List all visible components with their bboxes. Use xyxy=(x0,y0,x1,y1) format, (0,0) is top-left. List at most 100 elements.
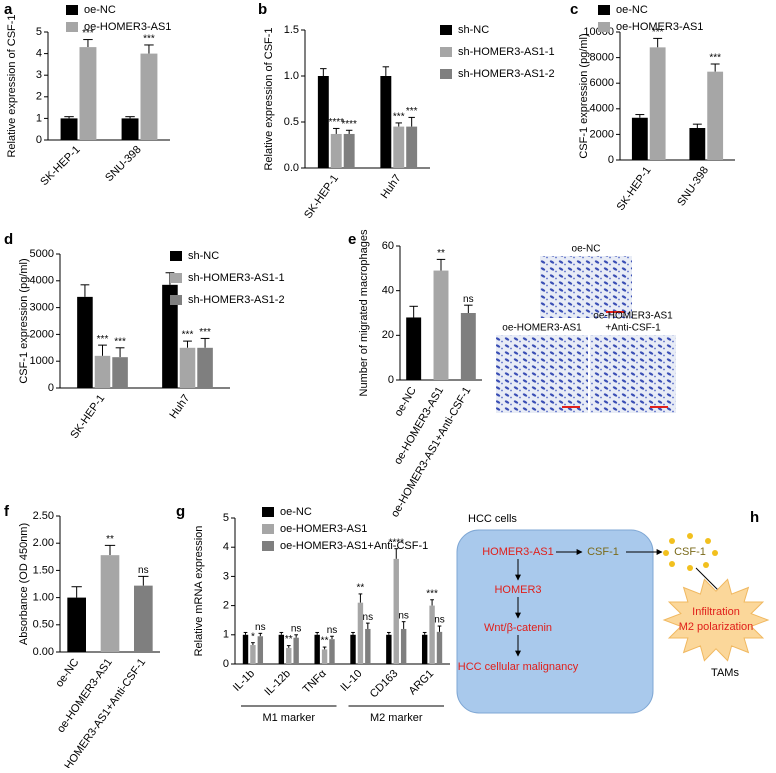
bar xyxy=(317,76,329,168)
significance: ** xyxy=(106,534,114,545)
x-tick-label: SNU-398 xyxy=(103,144,143,184)
significance: ns xyxy=(255,622,266,633)
bar xyxy=(330,133,342,168)
node: Wnt/β-catenin xyxy=(484,622,552,634)
legend-label: sh-HOMER3-AS1-2 xyxy=(188,294,285,306)
y-tick-label: 1.5 xyxy=(284,24,299,36)
y-tick-label: 2 xyxy=(36,91,42,103)
legend-swatch xyxy=(66,5,78,15)
legend-label: oe-HOMER3-AS1 xyxy=(280,523,367,535)
x-tick-label: oe-HOMER3-AS1 xyxy=(392,385,446,467)
x-tick-label: SNU-398 xyxy=(675,165,711,209)
bar xyxy=(393,558,399,664)
x-tick-label: ARG1 xyxy=(407,668,437,698)
bar xyxy=(649,47,666,160)
y-tick-label: 3 xyxy=(223,570,229,582)
y-tick-label: 3000 xyxy=(30,302,54,314)
significance: ns xyxy=(363,612,374,623)
y-tick-label: 20 xyxy=(382,329,394,341)
legend-label: oe-NC xyxy=(280,506,312,518)
image-label: +Anti-CSF-1 xyxy=(605,323,661,334)
y-tick-label: 1.0 xyxy=(284,70,299,82)
y-axis-label: Relative mRNA expression xyxy=(193,526,205,657)
y-tick-label: 0 xyxy=(48,382,54,394)
legend-label: sh-NC xyxy=(188,250,219,262)
legend-swatch xyxy=(440,25,452,35)
y-tick-label: 5000 xyxy=(30,248,54,260)
y-tick-label: 2.00 xyxy=(33,537,54,549)
y-tick-label: 2000 xyxy=(590,128,614,140)
significance: ns xyxy=(463,294,474,305)
bar xyxy=(242,634,249,664)
node: HOMER3-AS1 xyxy=(482,546,554,558)
significance: *** xyxy=(82,28,94,39)
legend-swatch xyxy=(440,69,452,79)
legend-label: oe-HOMER3-AS1 xyxy=(84,21,171,33)
node: CSF-1 xyxy=(674,546,706,558)
image-label: oe-NC xyxy=(572,244,601,255)
x-tick-label: TNFα xyxy=(301,667,330,696)
bar xyxy=(60,118,78,140)
csf1-dots xyxy=(663,533,718,571)
y-tick-label: 0.50 xyxy=(33,619,54,631)
y-tick-label: 4000 xyxy=(30,275,54,287)
x-tick-label: SK-HEP-1 xyxy=(68,393,107,441)
legend-label: oe-NC xyxy=(84,4,116,16)
group-label: M2 marker xyxy=(370,712,423,724)
bar xyxy=(386,634,392,664)
bar xyxy=(257,636,264,664)
significance: ** xyxy=(437,248,445,259)
bar xyxy=(393,126,405,168)
x-tick-label: IL-1b xyxy=(231,668,257,694)
bar xyxy=(433,270,449,380)
legend-swatch xyxy=(598,22,610,32)
legend-swatch xyxy=(66,22,78,32)
y-tick-label: 4 xyxy=(223,541,229,553)
image-label: oe-HOMER3-AS1 xyxy=(502,323,582,334)
star-label: TAMs xyxy=(711,667,739,679)
y-axis-label: Relative expression of CSF-1 xyxy=(263,27,275,170)
legend-label: sh-NC xyxy=(458,24,489,36)
y-axis-label: CSF-1 expression (pg/ml) xyxy=(578,33,590,158)
legend-swatch xyxy=(262,524,274,534)
legend-label: oe-NC xyxy=(616,4,648,16)
significance: ** xyxy=(285,634,293,645)
legend-swatch xyxy=(440,47,452,57)
bar xyxy=(421,634,428,664)
significance: ns xyxy=(398,610,409,621)
y-tick-label: 5 xyxy=(223,512,229,524)
y-tick-label: 4000 xyxy=(590,103,614,115)
bar xyxy=(380,76,392,168)
significance: ns xyxy=(327,625,338,636)
bar xyxy=(689,128,706,160)
legend-swatch xyxy=(262,507,274,517)
x-tick-label: SK-HEP-1 xyxy=(302,173,341,221)
panel-letter: c xyxy=(570,1,578,18)
y-tick-label: 0 xyxy=(388,374,394,386)
legend-label: oe-HOMER3-AS1+Anti-CSF-1 xyxy=(280,540,428,552)
x-tick-label: Huh7 xyxy=(379,173,404,201)
y-tick-label: 2000 xyxy=(30,328,54,340)
bar xyxy=(314,634,320,664)
y-tick-label: 4 xyxy=(36,48,42,60)
y-tick-label: 1000 xyxy=(30,355,54,367)
y-tick-label: 0.00 xyxy=(33,646,54,658)
y-axis-label: Number of migrated macrophages xyxy=(358,229,370,396)
panel-letter: d xyxy=(4,231,13,248)
x-tick-label: SK-HEP-1 xyxy=(38,144,82,188)
star-text: M2 polarization xyxy=(679,621,754,633)
y-tick-label: 0 xyxy=(223,658,229,670)
node: HOMER3 xyxy=(494,584,541,596)
micrograph xyxy=(540,256,632,318)
x-tick-label: oe-NC xyxy=(53,656,81,689)
significance: *** xyxy=(652,27,664,38)
legend-swatch xyxy=(170,295,182,305)
bar xyxy=(77,296,93,388)
significance: ns xyxy=(434,615,445,626)
panel-letter: f xyxy=(4,503,10,520)
cell-box xyxy=(456,529,654,714)
bar xyxy=(400,628,407,664)
bar xyxy=(94,355,111,388)
bar xyxy=(197,347,213,388)
x-tick-label: SK-HEP-1 xyxy=(615,165,654,213)
